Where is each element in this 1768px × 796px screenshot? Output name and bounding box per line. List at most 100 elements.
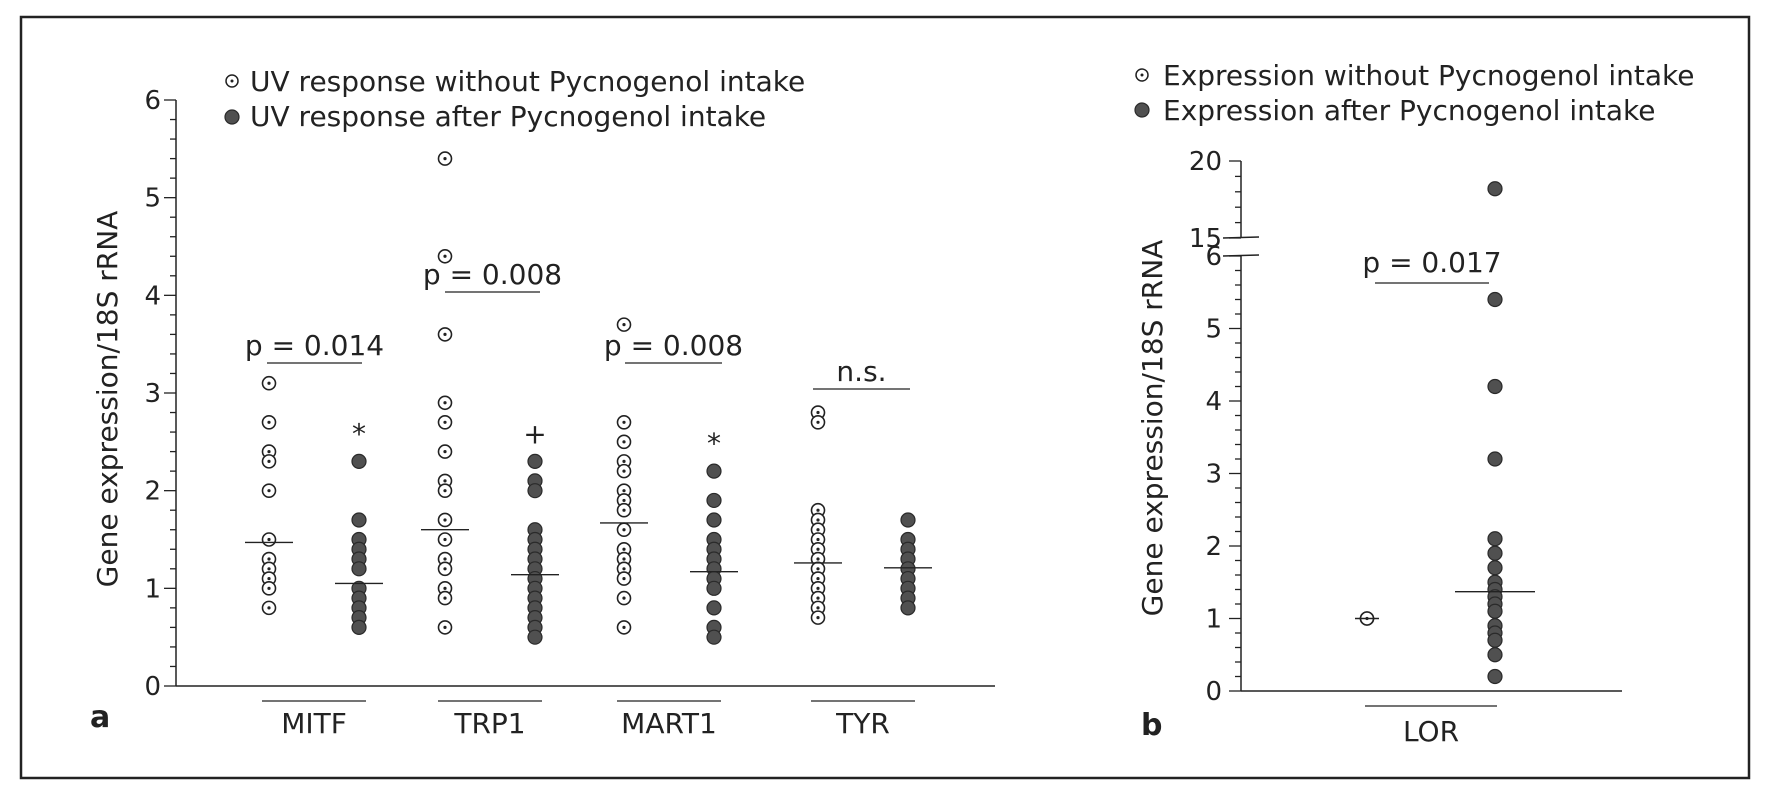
data-point-filled [351, 561, 367, 577]
data-point-open-center [443, 450, 447, 454]
data-point-open-center [443, 567, 447, 571]
data-point-filled [351, 512, 367, 528]
data-point-open-center [443, 489, 447, 493]
data-point-open-center [622, 625, 626, 630]
data-point-open-center [816, 518, 820, 522]
data-point-filled [1487, 647, 1503, 663]
p-value-annotation: p = 0.017 [1362, 246, 1501, 279]
data-point-filled [706, 492, 722, 509]
data-point-open-center [443, 420, 447, 424]
data-point-filled [706, 600, 722, 616]
legend-label: Expression without Pycnogenol intake [1163, 59, 1694, 92]
data-point-open-center [816, 596, 820, 600]
data-point-filled [527, 629, 543, 645]
data-point-filled [1487, 531, 1503, 547]
data-point-open-center [443, 557, 447, 561]
y-tick-label: 3 [1205, 460, 1222, 490]
data-point-filled [706, 629, 722, 645]
category-label: LOR [1403, 715, 1459, 748]
data-point-filled [1487, 560, 1503, 576]
data-point-filled [706, 512, 722, 528]
data-point-open-center [816, 508, 820, 512]
legend-filled-marker [1134, 102, 1150, 118]
significance-marker: * [707, 427, 721, 460]
data-point-open-center [267, 489, 271, 493]
legend-open-marker-dot [1140, 73, 1144, 77]
category-label: MART1 [621, 707, 717, 740]
y-tick-label: 4 [1205, 387, 1222, 417]
data-point-open-center [267, 576, 271, 581]
category-labels: LOR [1365, 705, 1497, 748]
panel-a: UV response without Pycnogenol intake UV… [90, 65, 995, 740]
y-tick-label: 2 [1205, 532, 1222, 562]
data-point-open-center [443, 518, 447, 522]
plot-area: * + * p = 0.014 p = 0.008 p = 0.008 n.s. [245, 151, 932, 645]
data-point-open-center [443, 401, 447, 405]
y-axis: 0 1 2 3 4 5 615 20 [1189, 147, 1622, 707]
data-point-filled [527, 453, 543, 469]
axis-break-mark [1222, 236, 1260, 239]
axis-break-mark [1222, 254, 1260, 257]
data-point-filled [1487, 545, 1503, 561]
category-label: TRP1 [453, 707, 525, 740]
data-point-open-center [816, 537, 820, 542]
data-point-open-center [267, 450, 271, 454]
y-tick-label: 2 [144, 477, 161, 507]
data-point-open-center [443, 625, 447, 630]
p-value-annotation: n.s. [836, 355, 886, 388]
data-point-open-center [622, 489, 626, 493]
data-point-open-center [443, 332, 447, 336]
data-point-open-center [622, 547, 626, 551]
data-point-open-center [267, 537, 271, 542]
data-point-filled [1487, 181, 1503, 197]
y-tick-label: 0 [1205, 677, 1222, 707]
data-point-open-center [816, 420, 820, 424]
data-point-open-center [816, 528, 820, 532]
data-point-open-center [622, 420, 626, 424]
y-axis-label: Gene expression/18S rRNA [1136, 240, 1169, 617]
data-point-open-center [816, 557, 820, 561]
category-label: MITF [281, 707, 347, 740]
panel-label: a [90, 700, 110, 735]
data-point-open-center [267, 567, 271, 571]
data-point-open-center [816, 410, 820, 415]
y-tick-label: 15 [1189, 224, 1222, 254]
significance-marker: * [352, 417, 366, 450]
data-point-open-center [267, 586, 271, 590]
data-point-open-center [816, 616, 820, 620]
y-tick-label: 6 [1205, 242, 1222, 272]
y-tick-label: 1 [1205, 605, 1222, 635]
y-tick-label: 20 [1189, 147, 1222, 177]
p-value-annotation: p = 0.008 [423, 258, 562, 291]
legend-label: Expression after Pycnogenol intake [1163, 94, 1655, 127]
data-point-open-center [267, 606, 271, 610]
data-point-filled [351, 453, 367, 469]
significance-marker: + [523, 417, 546, 450]
category-label: TYR [835, 707, 890, 740]
data-point-open-center [816, 606, 820, 610]
y-tick-label: 6 [144, 86, 161, 116]
data-point-open-center [443, 254, 447, 258]
legend-b: Expression without Pycnogenol intake Exp… [1134, 59, 1694, 127]
data-point-filled [1487, 603, 1503, 619]
data-point-open-center [443, 157, 447, 161]
data-point-filled [1487, 632, 1503, 648]
legend-filled-marker [224, 109, 240, 125]
data-point-open-center [622, 498, 626, 503]
y-axis-label: Gene expression/18S rRNA [91, 211, 124, 588]
data-point-filled [900, 600, 916, 616]
legend-label: UV response without Pycnogenol intake [250, 65, 805, 98]
data-point-filled [706, 463, 722, 479]
data-point-open-center [267, 381, 271, 385]
data-point-filled [1487, 451, 1503, 467]
data-point-open-center [622, 596, 626, 600]
data-point-filled [527, 483, 543, 499]
data-point-open-center [622, 508, 626, 512]
legend-label: UV response after Pycnogenol intake [250, 100, 766, 133]
data-point-filled [1487, 378, 1503, 395]
data-point-open-center [443, 596, 447, 600]
plot-area: p = 0.017 [1355, 181, 1535, 685]
data-point-open-center [443, 586, 447, 590]
data-point-open-center [622, 528, 626, 532]
figure-frame [19, 15, 1751, 780]
